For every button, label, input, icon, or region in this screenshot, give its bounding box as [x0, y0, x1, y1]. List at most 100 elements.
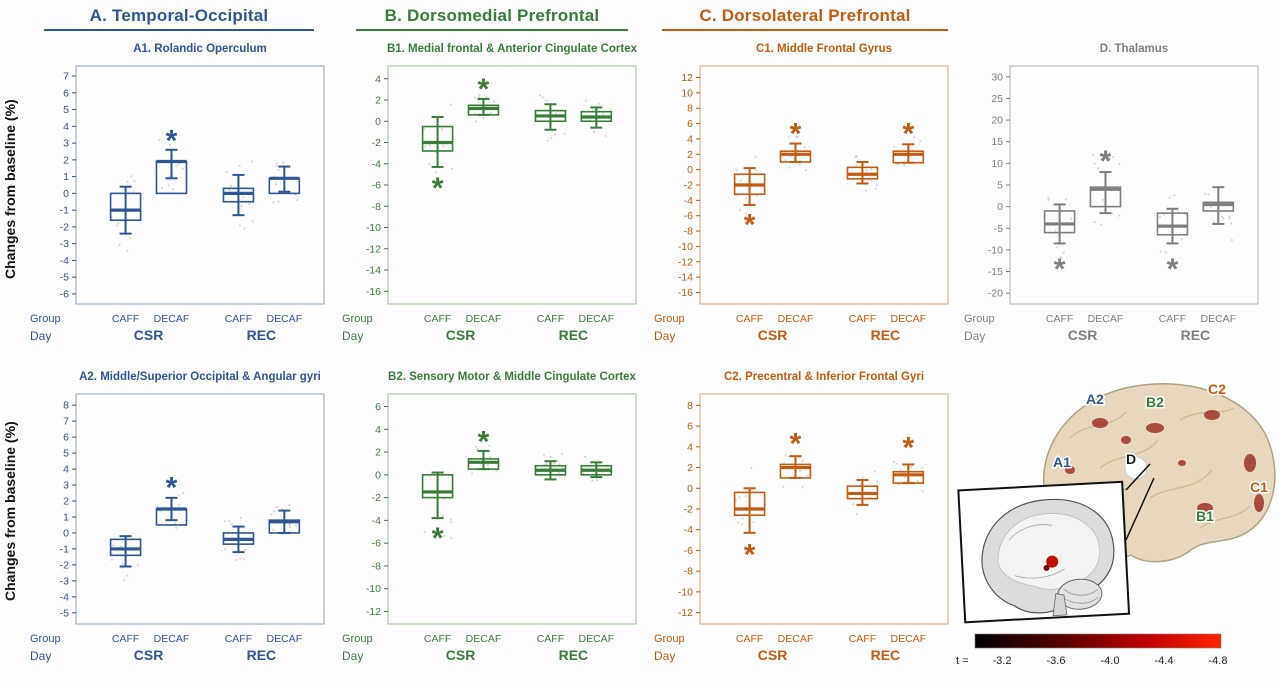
subject-point [126, 249, 129, 252]
y-tick-label: -4 [60, 255, 69, 267]
subject-point [755, 169, 758, 172]
subject-point [167, 184, 170, 187]
subject-point [482, 116, 485, 119]
subject-point [112, 544, 115, 547]
subject-point [1222, 217, 1225, 220]
callout-line [1125, 477, 1155, 541]
subject-point [450, 536, 453, 540]
subject-point [787, 135, 790, 138]
y-tick-label: 25 [991, 93, 1003, 105]
subject-point [591, 479, 594, 482]
y-tick-label: 4 [687, 441, 693, 453]
activation-cluster [1254, 494, 1264, 512]
subject-point [449, 520, 453, 524]
subject-point [604, 134, 608, 138]
subject-point [123, 578, 126, 582]
subject-point [476, 448, 479, 451]
subject-point [495, 469, 498, 472]
sulcus-line [1014, 568, 1065, 579]
subject-point [1204, 192, 1207, 196]
box-CSR-DECAF [779, 463, 812, 479]
y-tick-label: -16 [678, 287, 693, 299]
y-tick-label: 0 [63, 527, 69, 539]
subject-point [1173, 194, 1176, 197]
y-tick-label: 0 [687, 483, 693, 495]
y-tick-label: 6 [63, 432, 69, 444]
subject-point [485, 95, 488, 99]
colorbar-tick: -4.0 [1101, 655, 1120, 667]
y-tick-label: -10 [988, 244, 1003, 256]
subject-point [442, 145, 445, 148]
significance-star: * [790, 428, 802, 461]
subject-point [288, 522, 291, 526]
condition-label: CAFF [424, 313, 451, 325]
subject-point [181, 167, 185, 170]
day-axis-label: Day [654, 649, 675, 663]
subject-point [592, 130, 596, 134]
subject-point [1054, 229, 1057, 232]
subject-point [735, 168, 739, 172]
group-axis-label: Group [30, 633, 61, 645]
panel-A1: A1. Rolandic Operculum 7 6 5 4 3 2 1 0 -1 -2 -3 -4 -5… [30, 43, 325, 343]
y-tick-label: -6 [372, 538, 381, 550]
subject-point [248, 202, 251, 206]
subject-point [542, 96, 545, 99]
brainstem [1052, 593, 1068, 617]
subject-point [741, 517, 744, 520]
brain-figure: t = -3.2 -3.6 -4.0 -4.4 -4.8 A2 B2 C2 A1 D C1 B1 [956, 380, 1276, 667]
condition-label: DECAF [154, 633, 190, 645]
significance-star: * [1100, 145, 1112, 178]
y-tick-label: -5 [60, 272, 69, 284]
subject-point [801, 486, 804, 489]
subject-point [449, 103, 453, 106]
subject-point [288, 503, 291, 507]
panel-title-A2: A2. Middle/Superior Occipital & Angular … [79, 371, 321, 383]
significance-star: * [478, 73, 490, 106]
panel-D: D. Thalamus 30 25 20 15 10 5 0 -5 -10 -15 -20 * CAFF *… [964, 43, 1259, 343]
day-label: CSR [758, 327, 788, 343]
condition-label: CAFF [849, 313, 876, 325]
y-tick-label: 2 [687, 462, 693, 474]
group-axis-label: Group [964, 313, 995, 325]
box-CSR-CAFF [1043, 210, 1076, 234]
thalamus-activation [1046, 555, 1059, 568]
y-tick-label: 0 [687, 164, 693, 176]
cerebellum-folds [1063, 588, 1098, 596]
subject-point [272, 528, 275, 531]
y-tick-label: -5 [994, 223, 1003, 235]
subject-point [556, 460, 559, 463]
subject-point [294, 193, 297, 197]
subject-point [803, 146, 806, 149]
subject-point [1092, 153, 1095, 156]
y-tick-label: -2 [684, 180, 693, 192]
subject-point [126, 574, 129, 577]
subject-point [182, 491, 185, 495]
subject-point [110, 558, 113, 561]
subject-point [435, 171, 438, 174]
subject-point [177, 503, 180, 506]
subject-point [224, 519, 227, 523]
group-axis-label: Group [654, 313, 685, 325]
subject-point [492, 100, 495, 103]
subject-point [798, 163, 801, 166]
condition-label: CAFF [1159, 313, 1186, 325]
subject-point [238, 164, 241, 167]
group-axis-label: Group [342, 633, 373, 645]
significance-star: * [432, 172, 444, 205]
subject-point [550, 137, 553, 140]
condition-label: DECAF [466, 313, 502, 325]
y-tick-label: -6 [684, 545, 693, 557]
subject-point [801, 459, 804, 462]
box-CSR-CAFF [421, 125, 454, 152]
subject-point [175, 526, 178, 529]
significance-star: * [166, 124, 178, 157]
sulcus-line [1008, 524, 1053, 541]
plot-frame [387, 65, 637, 305]
subject-point [474, 120, 477, 123]
y-tick-label: -12 [366, 606, 381, 618]
condition-label: CAFF [736, 633, 763, 645]
subject-point [244, 526, 247, 529]
subject-point [121, 562, 124, 566]
subject-point [277, 200, 280, 203]
y-tick-label: -4 [684, 195, 693, 207]
